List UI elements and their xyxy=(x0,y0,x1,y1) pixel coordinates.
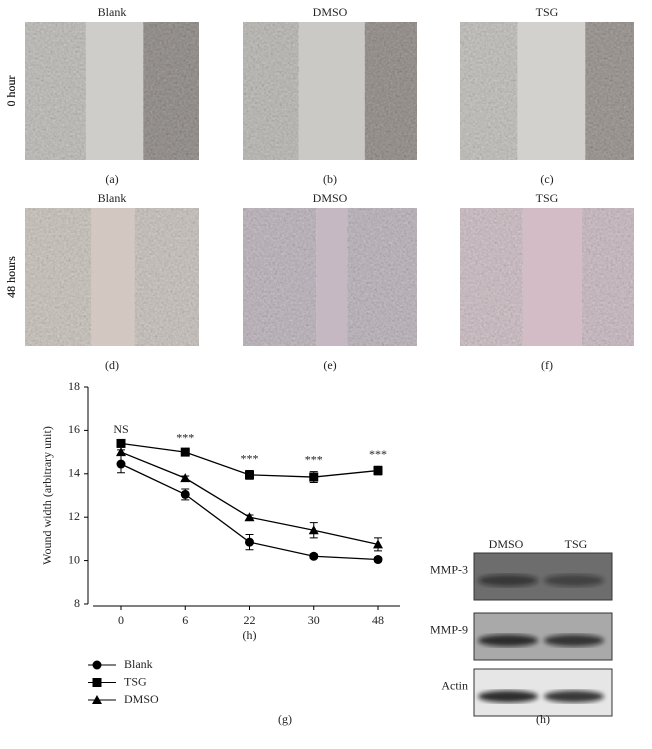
y-tick-label: 16 xyxy=(68,422,80,436)
marker xyxy=(245,470,254,480)
texture xyxy=(25,22,86,160)
marker xyxy=(92,695,102,704)
marker xyxy=(116,459,126,469)
panel-title: DMSO xyxy=(313,5,348,19)
marker xyxy=(308,525,319,535)
panel-caption: (a) xyxy=(105,172,118,186)
blot-band xyxy=(478,634,538,647)
y-tick-label: 12 xyxy=(68,509,80,523)
x-axis-label: (h) xyxy=(243,628,257,642)
legend-label: DMSO xyxy=(124,692,159,706)
panel-title: Blank xyxy=(98,191,127,205)
wound-gap xyxy=(91,208,135,346)
marker xyxy=(245,537,254,547)
blot-band xyxy=(544,574,604,587)
marker xyxy=(92,660,102,670)
blot-band xyxy=(544,634,604,647)
y-tick-label: 18 xyxy=(68,379,80,393)
panel-title: Blank xyxy=(98,5,127,19)
significance-label: *** xyxy=(241,451,259,465)
micrograph xyxy=(460,22,634,160)
texture xyxy=(581,208,634,346)
marker xyxy=(244,512,255,522)
x-tick-label: 6 xyxy=(182,613,188,627)
texture xyxy=(25,208,92,346)
series-line xyxy=(120,451,379,545)
time-label: 48 hours xyxy=(4,256,18,298)
panel-caption: (c) xyxy=(540,172,553,186)
panel-caption: (b) xyxy=(323,172,337,186)
significance-label: *** xyxy=(176,431,194,445)
blot-column-label: DMSO xyxy=(489,537,524,551)
panel-title: TSG xyxy=(536,5,559,19)
wound-gap xyxy=(522,208,582,346)
blot-band xyxy=(478,574,538,587)
marker xyxy=(373,555,383,565)
marker xyxy=(116,447,126,457)
time-label: 0 hour xyxy=(4,76,18,107)
marker xyxy=(309,472,319,482)
marker xyxy=(180,447,190,457)
texture xyxy=(243,208,317,346)
significance-label: *** xyxy=(369,447,387,461)
panel-title: DMSO xyxy=(313,191,348,205)
time-label: 0 hour xyxy=(4,76,18,107)
marker xyxy=(92,678,102,687)
x-tick-label: 30 xyxy=(308,613,320,627)
legend-label: TSG xyxy=(124,674,147,688)
wound-gap xyxy=(316,208,348,346)
y-tick-label: 14 xyxy=(68,466,80,480)
x-tick-label: 22 xyxy=(244,613,256,627)
texture xyxy=(243,22,299,160)
marker xyxy=(180,489,190,499)
blot-band xyxy=(478,690,538,703)
texture xyxy=(585,22,634,160)
panel-title: TSG xyxy=(536,191,559,205)
marker xyxy=(373,539,383,549)
panel-caption: (g) xyxy=(278,712,292,726)
blot-row-label: MMP-9 xyxy=(430,622,468,636)
panel-caption: (e) xyxy=(323,358,336,372)
blot-row-label: MMP-3 xyxy=(430,562,468,576)
texture xyxy=(134,208,199,346)
micrograph xyxy=(243,208,417,346)
panel-caption: (h) xyxy=(536,712,550,726)
significance-label: NS xyxy=(113,422,128,436)
marker xyxy=(373,466,383,476)
texture xyxy=(364,22,417,160)
time-label: 48 hours xyxy=(4,256,18,298)
wound-gap xyxy=(517,22,586,160)
marker xyxy=(309,551,319,561)
marker xyxy=(116,438,126,448)
y-tick-label: 8 xyxy=(74,596,80,610)
micrograph xyxy=(460,208,634,346)
time-label: 48 hours xyxy=(4,256,18,298)
wound-gap xyxy=(85,22,144,160)
texture xyxy=(460,22,518,160)
panel-caption: (d) xyxy=(105,358,119,372)
micrograph xyxy=(25,22,199,160)
micrograph xyxy=(243,22,417,160)
wound-gap xyxy=(298,22,365,160)
legend-label: Blank xyxy=(124,657,153,671)
blot-row-label: Actin xyxy=(441,678,468,692)
texture xyxy=(143,22,199,160)
x-tick-label: 48 xyxy=(372,613,384,627)
texture xyxy=(347,208,417,346)
texture xyxy=(460,208,523,346)
x-tick-label: 0 xyxy=(118,613,124,627)
blot-band xyxy=(544,690,604,703)
y-tick-label: 10 xyxy=(68,552,80,566)
significance-label: *** xyxy=(305,452,323,466)
marker xyxy=(180,473,191,483)
blot-column-label: TSG xyxy=(565,537,588,551)
panel-caption: (f) xyxy=(541,358,553,372)
micrograph xyxy=(25,208,199,346)
y-axis-label: Wound width (arbitrary unit) xyxy=(40,426,54,565)
time-label: 0 hour xyxy=(4,76,18,107)
